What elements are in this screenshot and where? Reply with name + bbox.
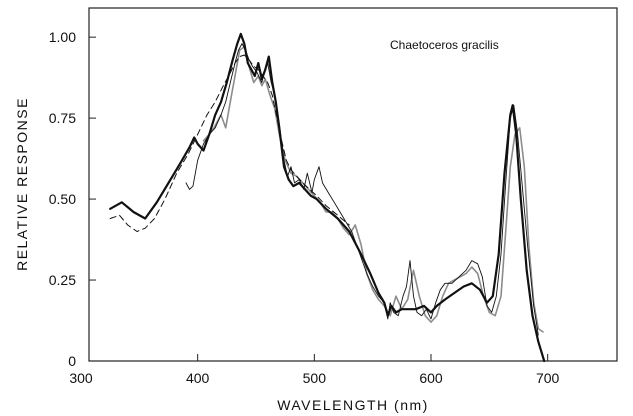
y-tick-label: 1.00: [49, 29, 76, 45]
x-tick-label: 700: [536, 370, 560, 386]
x-tick-label: 400: [186, 370, 210, 386]
series-line-thick: [109, 32, 546, 363]
y-tick-label: 0.75: [49, 110, 76, 126]
y-tick-label: 0: [68, 353, 76, 369]
y-tick-label: 0.25: [49, 272, 76, 288]
x-axis: 300 400 500 600 700: [69, 354, 560, 386]
species-annotation: Chaetoceros gracilis: [390, 38, 499, 52]
series-line-gray: [202, 46, 544, 333]
x-tick-label: 500: [303, 370, 327, 386]
series-layer: [109, 32, 546, 363]
y-axis-title: RELATIVE RESPONSE: [14, 97, 30, 271]
y-axis: 0 0.25 0.50 0.75 1.00: [49, 29, 96, 369]
x-tick-label: 600: [419, 370, 443, 386]
x-axis-title: WAVELENGTH (nm): [277, 397, 429, 413]
plot-frame: [88, 7, 618, 362]
series-line-dashed: [109, 54, 350, 232]
y-tick-label: 0.50: [49, 191, 76, 207]
series-line-thin: [185, 43, 539, 336]
x-tick-label: 300: [69, 370, 93, 386]
